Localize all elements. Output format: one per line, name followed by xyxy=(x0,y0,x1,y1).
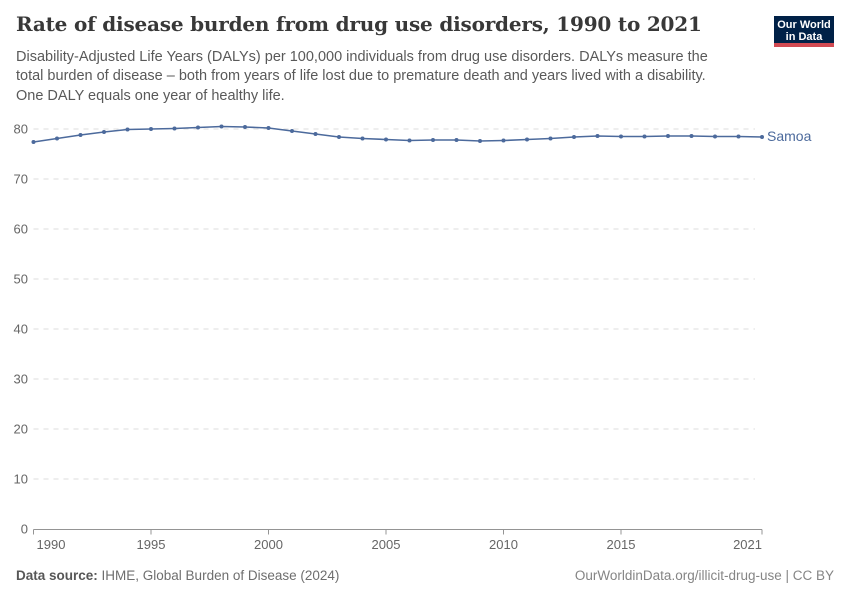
data-point[interactable] xyxy=(360,136,365,141)
data-point[interactable] xyxy=(431,138,435,142)
data-point[interactable] xyxy=(102,130,106,134)
data-point[interactable] xyxy=(595,134,600,138)
x-tick-label: 2015 xyxy=(607,537,636,552)
chart-title: Rate of disease burden from drug use dis… xyxy=(16,12,702,36)
x-tick-label: 1995 xyxy=(137,537,166,552)
data-point[interactable] xyxy=(313,132,318,136)
data-point[interactable] xyxy=(31,140,36,144)
data-point[interactable] xyxy=(125,127,130,132)
data-line[interactable] xyxy=(32,125,763,143)
x-tick-label: 2021 xyxy=(733,537,762,552)
data-point[interactable] xyxy=(149,127,153,131)
footer-citation-link[interactable]: OurWorldinData.org/illicit-drug-use | CC… xyxy=(574,568,834,583)
y-tick-label: 40 xyxy=(14,322,28,337)
data-point[interactable] xyxy=(172,126,177,131)
data-point[interactable] xyxy=(337,135,341,139)
data-point[interactable] xyxy=(55,136,59,141)
data-point[interactable] xyxy=(572,135,576,139)
y-tick-label: 80 xyxy=(14,122,28,137)
y-tick-label: 50 xyxy=(14,272,28,287)
footer-source-text: IHME, Global Burden of Disease (2024) xyxy=(97,568,340,583)
data-point[interactable] xyxy=(407,138,412,143)
data-point[interactable] xyxy=(384,137,388,142)
data-point[interactable] xyxy=(642,134,647,139)
data-point[interactable] xyxy=(290,129,294,133)
y-tick-label: 70 xyxy=(14,172,28,187)
x-tick-label: 2010 xyxy=(489,537,518,552)
footer-source-label: Data source: xyxy=(16,568,98,583)
y-tick-label: 60 xyxy=(14,222,28,237)
data-point[interactable] xyxy=(525,137,529,142)
data-point[interactable] xyxy=(478,139,482,143)
owid-logo-text-line1: Our World xyxy=(777,19,831,31)
y-tick-label: 20 xyxy=(14,422,28,437)
data-point[interactable] xyxy=(736,134,741,139)
x-tick-label: 2000 xyxy=(254,537,283,552)
data-point[interactable] xyxy=(243,125,247,129)
y-tick-label: 10 xyxy=(14,472,28,487)
footer-source: Data source: IHME, Global Burden of Dise… xyxy=(16,568,339,583)
data-point[interactable] xyxy=(219,124,224,129)
owid-logo[interactable]: Our World in Data xyxy=(774,16,834,47)
data-point[interactable] xyxy=(548,136,553,141)
series-label-samoa[interactable]: Samoa xyxy=(767,128,812,144)
data-point[interactable] xyxy=(78,133,83,137)
x-tick-label: 2005 xyxy=(372,537,401,552)
y-tick-label: 30 xyxy=(14,372,28,387)
x-tick-label: 1990 xyxy=(37,537,66,552)
y-tick-label: 0 xyxy=(21,522,28,537)
data-point[interactable] xyxy=(196,125,200,130)
chart-subtitle: Disability-Adjusted Life Years (DALYs) p… xyxy=(16,49,708,104)
data-point[interactable] xyxy=(619,134,623,139)
data-point[interactable] xyxy=(760,135,764,139)
data-point[interactable] xyxy=(266,126,271,130)
data-point[interactable] xyxy=(454,138,459,142)
owid-logo-text-line2: in Data xyxy=(785,31,823,43)
data-point[interactable] xyxy=(713,134,717,139)
data-point[interactable] xyxy=(689,134,694,138)
data-point[interactable] xyxy=(666,134,670,138)
data-point[interactable] xyxy=(501,138,506,143)
